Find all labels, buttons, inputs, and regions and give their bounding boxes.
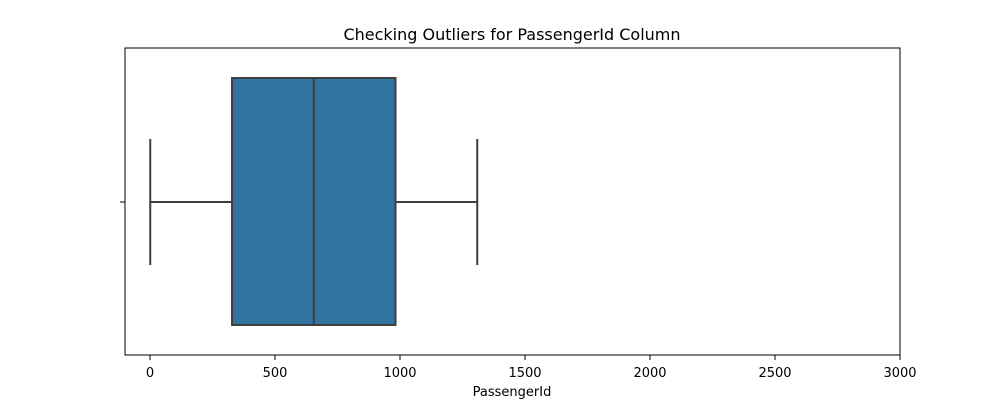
x-tick-label: 2000	[633, 366, 666, 381]
x-tick-label: 500	[263, 366, 288, 381]
chart-title: Checking Outliers for PassengerId Column	[343, 25, 680, 44]
x-tick-label: 2500	[758, 366, 791, 381]
x-tick-label: 1000	[383, 366, 416, 381]
x-axis-label: PassengerId	[473, 385, 552, 400]
x-tick-label: 0	[146, 366, 154, 381]
plot-area	[149, 77, 479, 326]
x-axis: 0 500 1000 1500 2000 2500 3000	[146, 355, 917, 381]
x-tick-label: 3000	[883, 366, 916, 381]
x-tick-label: 1500	[508, 366, 541, 381]
